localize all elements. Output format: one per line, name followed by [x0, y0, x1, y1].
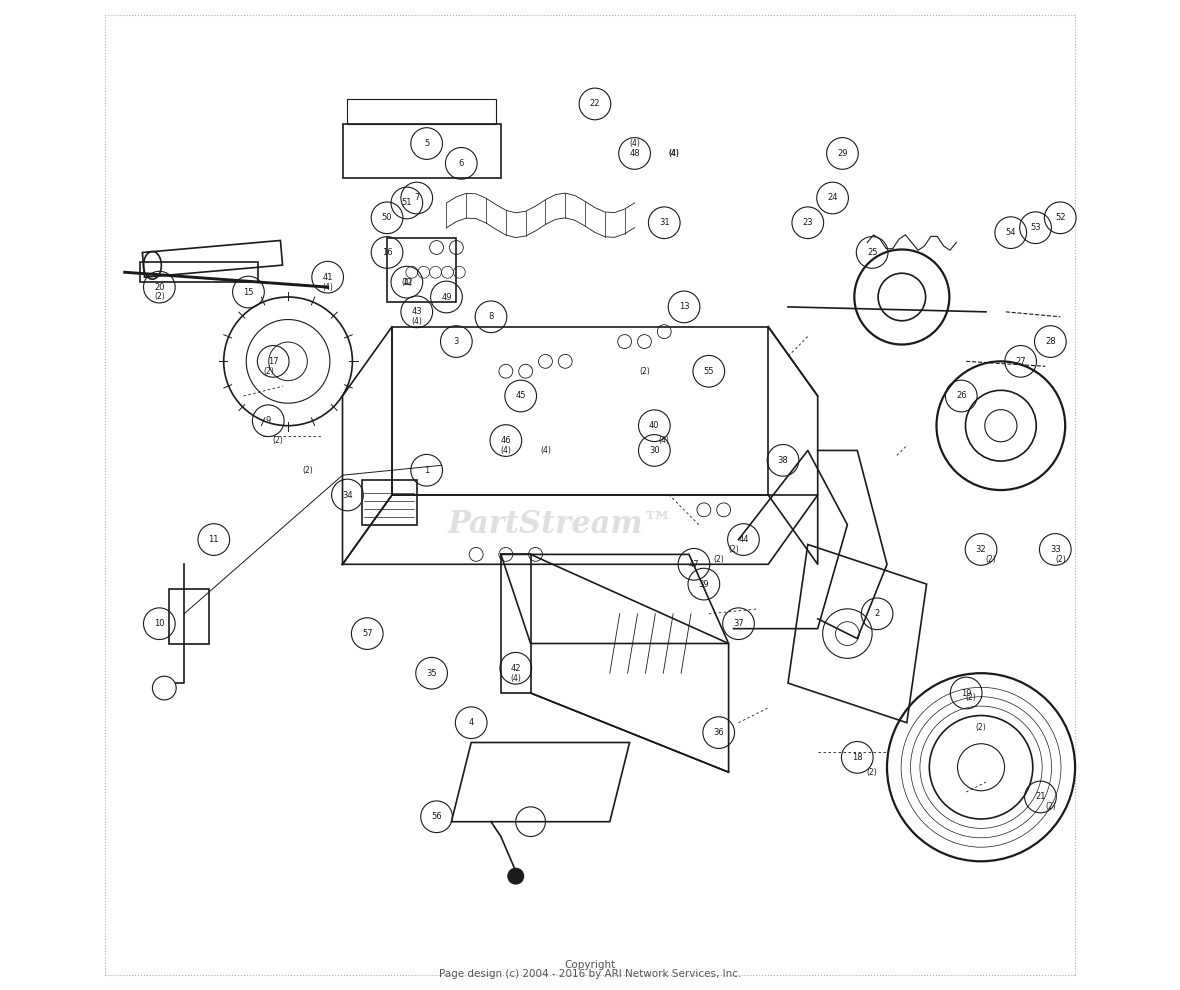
Text: 32: 32: [976, 544, 986, 554]
Text: (4): (4): [412, 317, 422, 327]
Bar: [387, 238, 457, 302]
Text: 13: 13: [678, 302, 689, 312]
Text: Copyright: Copyright: [564, 960, 616, 970]
Text: (4): (4): [401, 277, 412, 287]
Text: 23: 23: [802, 218, 813, 228]
Text: 2: 2: [874, 609, 880, 619]
Bar: [139, 262, 258, 282]
Text: 44: 44: [739, 535, 748, 544]
Text: 48: 48: [629, 148, 640, 158]
Text: 6: 6: [459, 158, 464, 168]
Text: (4): (4): [658, 436, 670, 446]
Text: 38: 38: [778, 455, 788, 465]
Text: 30: 30: [649, 446, 660, 455]
Text: 42: 42: [511, 663, 522, 673]
Text: (4): (4): [669, 148, 680, 158]
Text: 18: 18: [852, 752, 863, 762]
Text: (2): (2): [714, 554, 725, 564]
Text: 5: 5: [424, 139, 430, 148]
Text: 24: 24: [827, 193, 838, 203]
Text: (4): (4): [540, 446, 551, 455]
Text: (2): (2): [273, 436, 283, 446]
Text: 15: 15: [243, 287, 254, 297]
Text: 37: 37: [733, 619, 743, 629]
Text: 19: 19: [961, 688, 971, 698]
Text: (2): (2): [153, 292, 165, 302]
Bar: [169, 589, 209, 644]
Bar: [362, 480, 417, 525]
Text: (2): (2): [640, 366, 650, 376]
Text: 8: 8: [489, 312, 493, 322]
Text: PartStream™: PartStream™: [447, 509, 674, 541]
Text: (4): (4): [629, 139, 640, 148]
Text: 33: 33: [1050, 544, 1061, 554]
Text: 51: 51: [401, 198, 412, 208]
Text: 49: 49: [441, 292, 452, 302]
Text: 28: 28: [1045, 337, 1056, 346]
Text: Page design (c) 2004 - 2016 by ARI Network Services, Inc.: Page design (c) 2004 - 2016 by ARI Netwo…: [439, 969, 741, 979]
Circle shape: [507, 868, 524, 884]
Text: (2): (2): [867, 767, 878, 777]
Text: 56: 56: [431, 812, 441, 822]
Text: 41: 41: [322, 272, 333, 282]
Text: 50: 50: [382, 213, 392, 223]
Text: (4): (4): [669, 148, 680, 158]
Text: (2): (2): [302, 465, 313, 475]
Text: (2): (2): [985, 554, 996, 564]
Text: 25: 25: [867, 248, 878, 257]
Text: 46: 46: [500, 436, 511, 446]
Text: 54: 54: [1005, 228, 1016, 238]
Text: 57: 57: [362, 629, 373, 639]
Text: 52: 52: [1055, 213, 1066, 223]
Text: 36: 36: [714, 728, 725, 738]
Text: (4): (4): [500, 446, 511, 455]
Text: 17: 17: [268, 356, 278, 366]
Text: (2): (2): [1055, 554, 1066, 564]
Text: 39: 39: [699, 579, 709, 589]
Text: 1: 1: [424, 465, 430, 475]
Text: 11: 11: [209, 535, 219, 544]
Text: 53: 53: [1030, 223, 1041, 233]
Text: 4: 4: [468, 718, 474, 728]
Bar: [143, 241, 282, 277]
Text: 20: 20: [155, 282, 164, 292]
Text: 45: 45: [516, 391, 526, 401]
Text: 47: 47: [689, 559, 700, 569]
Text: (2): (2): [976, 723, 986, 733]
Text: 27: 27: [1015, 356, 1025, 366]
Text: 7: 7: [414, 193, 419, 203]
Text: (4): (4): [510, 673, 522, 683]
Text: 9: 9: [266, 416, 271, 426]
Text: (4): (4): [322, 282, 333, 292]
Text: 40: 40: [649, 421, 660, 431]
Text: 12: 12: [401, 277, 412, 287]
Text: (2): (2): [1045, 802, 1056, 812]
Text: 29: 29: [837, 148, 847, 158]
Text: 26: 26: [956, 391, 966, 401]
Text: 22: 22: [590, 99, 601, 109]
Text: (2): (2): [728, 544, 739, 554]
Text: (2): (2): [263, 366, 274, 376]
Text: 35: 35: [426, 668, 437, 678]
Text: 16: 16: [382, 248, 393, 257]
Bar: [342, 124, 500, 178]
Text: 31: 31: [658, 218, 669, 228]
Bar: [347, 99, 496, 124]
Text: 34: 34: [342, 490, 353, 500]
Text: 21: 21: [1035, 792, 1045, 802]
Text: 10: 10: [155, 619, 164, 629]
Text: 55: 55: [703, 366, 714, 376]
Text: (2): (2): [965, 693, 977, 703]
Circle shape: [152, 676, 176, 700]
Text: 43: 43: [412, 307, 422, 317]
Text: 3: 3: [453, 337, 459, 346]
